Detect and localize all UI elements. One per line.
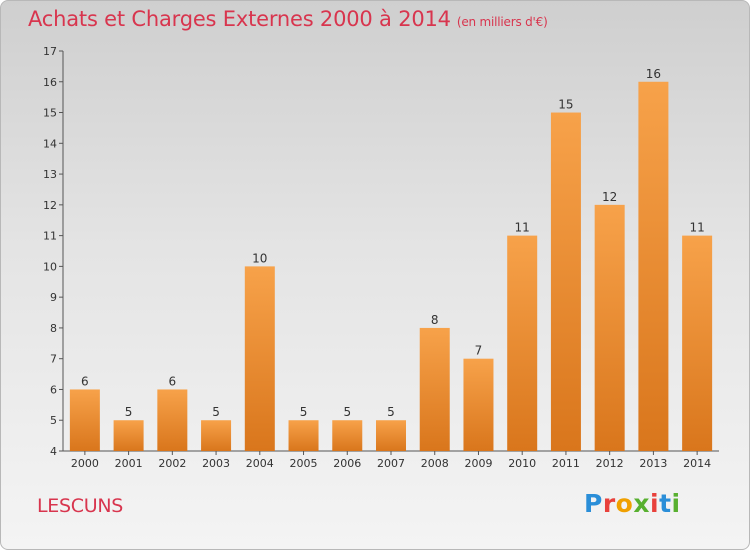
bar: [682, 235, 713, 451]
data-label: 5: [300, 405, 308, 419]
x-tick-label: 2008: [421, 457, 449, 470]
chart-subtitle: (en milliers d'€): [456, 15, 548, 29]
y-tick-label: 5: [50, 414, 57, 427]
data-label: 5: [212, 405, 220, 419]
y-tick-label: 8: [50, 322, 57, 335]
y-tick-label: 10: [43, 260, 57, 273]
data-label: 5: [387, 405, 395, 419]
y-tick-label: 16: [43, 76, 57, 89]
bar: [638, 81, 669, 452]
bar: [507, 235, 538, 451]
x-tick-label: 2007: [377, 457, 405, 470]
data-label: 16: [646, 67, 661, 81]
x-tick-label: 2010: [508, 457, 536, 470]
y-tick-label: 17: [43, 45, 57, 58]
bar: [550, 112, 581, 452]
x-tick-label: 2001: [115, 457, 143, 470]
y-tick-label: 6: [50, 383, 57, 396]
x-tick-label: 2003: [202, 457, 230, 470]
data-label: 11: [515, 221, 530, 235]
bar: [419, 327, 450, 451]
logo-letter: o: [615, 489, 634, 518]
bar: [69, 389, 100, 451]
bar: [113, 420, 144, 451]
bar: [463, 358, 494, 451]
data-label: 7: [475, 344, 483, 358]
bar: [376, 420, 406, 451]
bar: [594, 204, 625, 451]
x-tick-label: 2014: [683, 457, 711, 470]
data-label: 12: [602, 190, 617, 204]
logo-letter: i: [650, 489, 660, 518]
commune-name: LESCUNS: [37, 495, 123, 517]
x-tick-label: 2006: [333, 457, 361, 470]
chart-bars: [69, 81, 713, 452]
x-tick-label: 2011: [552, 457, 580, 470]
y-tick-label: 14: [43, 137, 57, 150]
x-tick-label: 2000: [71, 457, 99, 470]
logo-letter: x: [633, 489, 650, 518]
x-tick-label: 2002: [158, 457, 186, 470]
x-tick-label: 2005: [290, 457, 318, 470]
proxiti-logo: Proxiti: [584, 489, 681, 518]
x-tick-label: 2009: [464, 457, 492, 470]
chart-labels: 2000 6 2001 5 2002 6 2003 5 2004 10 2005 5 2006 5 2007…: [71, 67, 711, 470]
data-label: 5: [343, 405, 351, 419]
data-label: 15: [558, 98, 573, 112]
bar: [332, 420, 363, 451]
y-tick-label: 15: [43, 107, 57, 120]
data-label: 6: [169, 374, 177, 388]
y-tick-label: 11: [43, 230, 57, 243]
logo-letter: P: [584, 489, 603, 518]
data-label: 6: [81, 374, 89, 388]
x-tick-label: 2013: [639, 457, 667, 470]
y-tick-label: 12: [43, 199, 57, 212]
y-tick-label: 9: [50, 291, 57, 304]
chart-title-text: Achats et Charges Externes 2000 à 2014: [28, 7, 451, 31]
x-tick-label: 2012: [596, 457, 624, 470]
y-tick-label: 4: [50, 445, 57, 458]
data-label: 10: [252, 251, 267, 265]
logo-letter: r: [602, 489, 616, 518]
bar: [244, 266, 275, 451]
bar: [157, 389, 188, 451]
logo-letter: i: [671, 489, 681, 518]
chart-title: Achats et Charges Externes 2000 à 2014 (e…: [28, 7, 548, 31]
data-label: 11: [689, 221, 704, 235]
x-tick-label: 2004: [246, 457, 274, 470]
data-label: 5: [125, 405, 133, 419]
logo-letter: t: [659, 489, 672, 518]
y-tick-label: 7: [50, 353, 57, 366]
bar: [288, 420, 319, 451]
data-label: 8: [431, 313, 439, 327]
bar: [201, 420, 232, 451]
y-tick-label: 13: [43, 168, 57, 181]
